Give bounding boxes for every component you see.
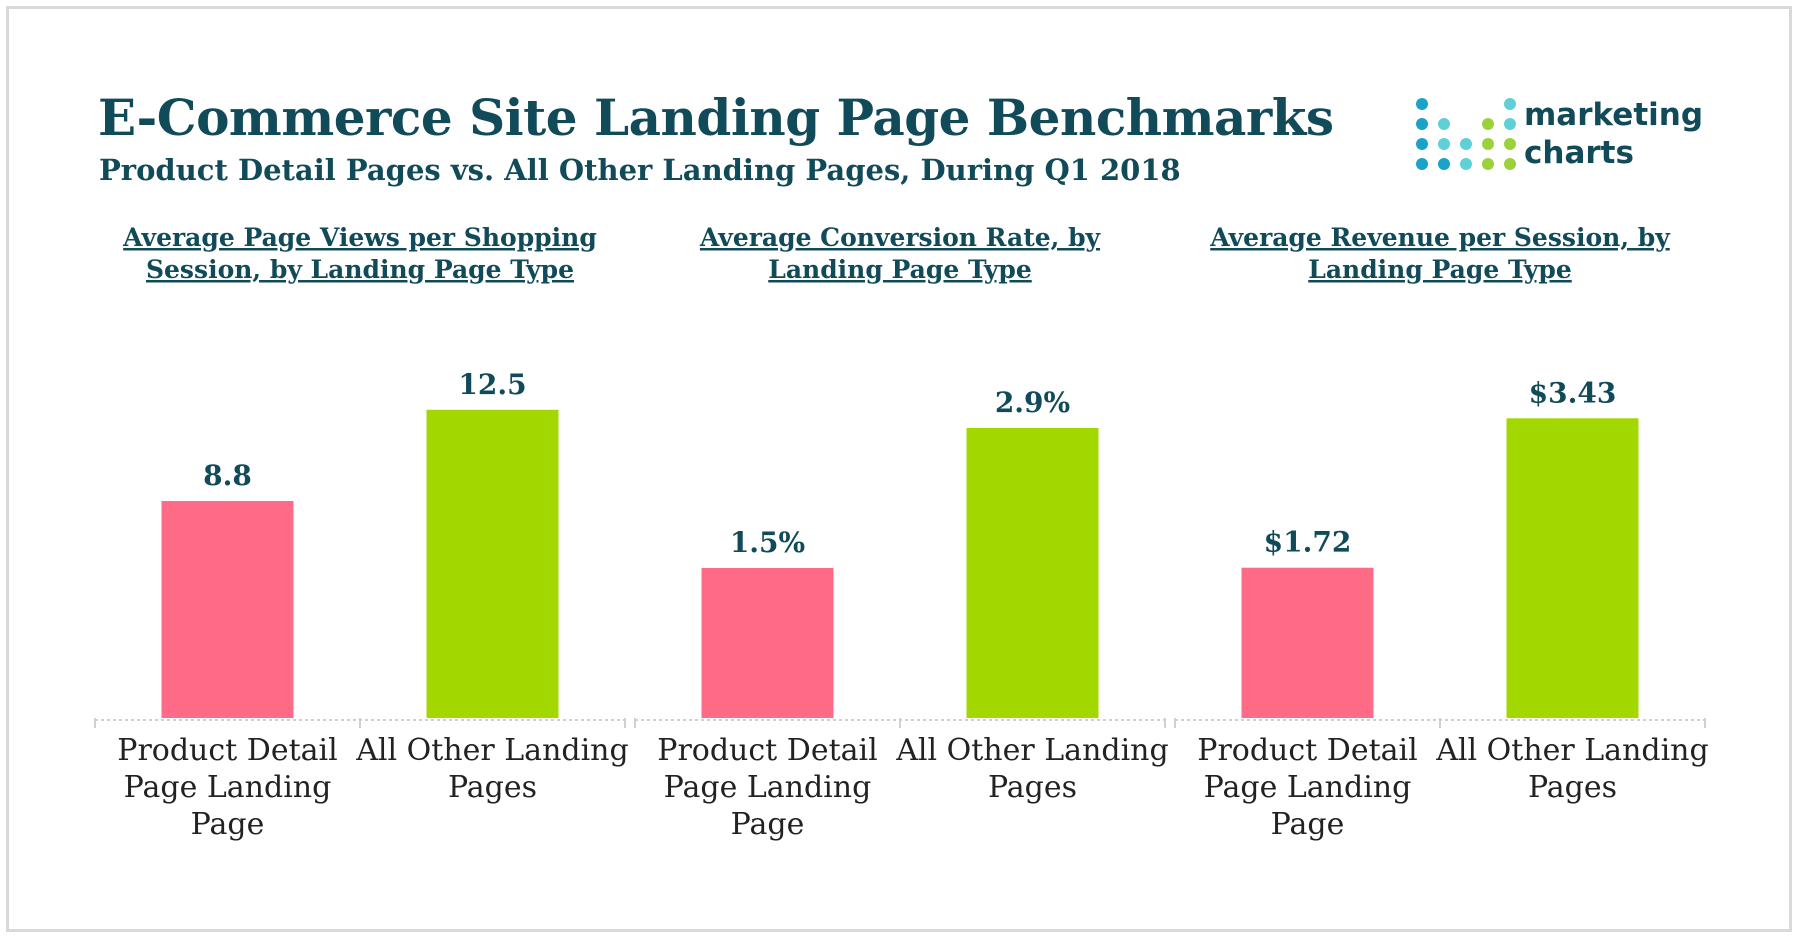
chart-title-line: Average Revenue per Session, by — [1209, 223, 1671, 252]
category-label: Pages — [1528, 770, 1617, 805]
category-label: Product Detail — [1197, 733, 1417, 768]
logo-dot — [1438, 118, 1450, 130]
chart-title-line: Average Page Views per Shopping — [122, 223, 597, 252]
logo-dot — [1416, 158, 1428, 170]
bar — [701, 568, 834, 718]
logo-dot — [1504, 118, 1516, 130]
category-label: Product Detail — [657, 733, 877, 768]
logo-dot — [1504, 98, 1516, 110]
category-label: Page — [1271, 807, 1345, 842]
data-label: 12.5 — [458, 368, 526, 401]
logo-dot — [1416, 138, 1428, 150]
chart-panel-1: Average Page Views per Shopping Session, … — [94, 223, 629, 842]
bar — [426, 409, 559, 718]
category-label: All Other Landing — [1435, 733, 1708, 768]
category-label: Page — [191, 807, 265, 842]
logo-dot — [1438, 138, 1450, 150]
logo-dot — [1482, 138, 1494, 150]
page-title: E-Commerce Site Landing Page Benchmarks — [98, 88, 1334, 147]
logo-line-1: marketing — [1524, 97, 1704, 133]
data-label: 8.8 — [203, 459, 252, 492]
logo-line-2: charts — [1524, 135, 1634, 171]
category-label: All Other Landing — [355, 733, 628, 768]
bar — [966, 428, 1099, 718]
category-label: Product Detail — [117, 733, 337, 768]
category-label: All Other Landing — [895, 733, 1168, 768]
logo-dot — [1416, 118, 1428, 130]
category-label: Pages — [988, 770, 1077, 805]
marketing-charts-logo: marketing charts — [1416, 96, 1716, 174]
logo-dot — [1438, 158, 1450, 170]
category-label: Pages — [448, 770, 537, 805]
chart-title-line: Average Conversion Rate, by — [699, 223, 1102, 252]
chart-panel-2: Average Conversion Rate, by Landing Page … — [634, 223, 1169, 842]
data-label: 1.5% — [730, 526, 805, 559]
logo-dot — [1482, 118, 1494, 130]
logo-dot — [1460, 138, 1472, 150]
chart-title-line: Session, by Landing Page Type — [146, 255, 574, 284]
chart-title-line: Landing Page Type — [1308, 255, 1571, 284]
logo-dot — [1504, 158, 1516, 170]
bar — [1241, 567, 1374, 718]
logo-dot — [1504, 138, 1516, 150]
logo-dots-icon — [1416, 98, 1516, 170]
data-label: 2.9% — [995, 386, 1070, 419]
page-subtitle: Product Detail Pages vs. All Other Landi… — [99, 153, 1181, 187]
chart-frame — [6, 6, 1792, 932]
bar — [1506, 418, 1639, 718]
data-label: $3.43 — [1529, 376, 1617, 409]
category-label: Page Landing — [124, 770, 332, 805]
chart-panel-3: Average Revenue per Session, by Landing P… — [1174, 223, 1709, 842]
category-label: Page — [731, 807, 805, 842]
chart-title-line: Landing Page Type — [768, 255, 1031, 284]
data-label: $1.72 — [1264, 526, 1352, 559]
logo-text: marketing charts — [1524, 96, 1703, 172]
category-label: Page Landing — [664, 770, 872, 805]
logo-dot — [1416, 98, 1428, 110]
bar — [161, 501, 294, 718]
logo-dot — [1460, 158, 1472, 170]
logo-dot — [1482, 158, 1494, 170]
category-label: Page Landing — [1204, 770, 1412, 805]
